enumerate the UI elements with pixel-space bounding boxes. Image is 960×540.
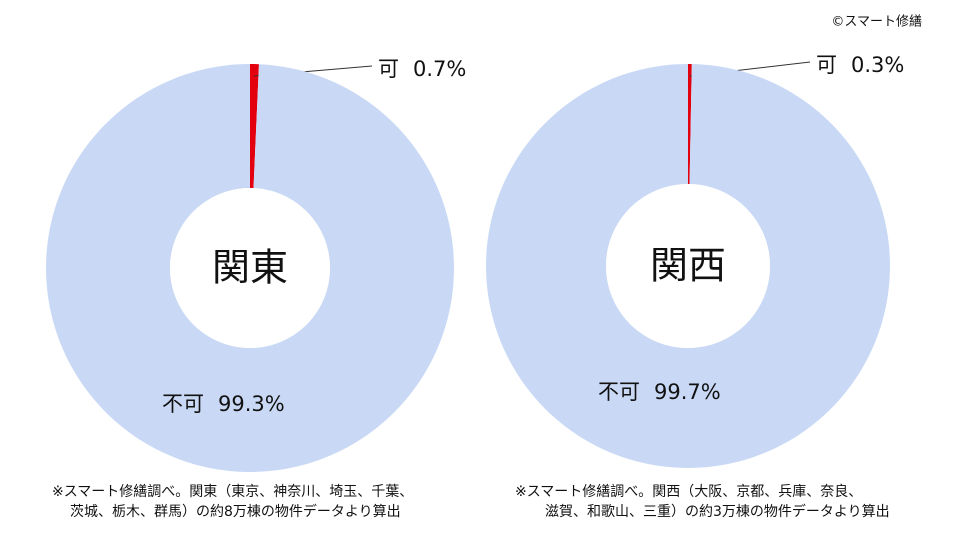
slice [486,64,891,468]
slice-label: 可 0.3% [816,53,904,77]
category-label: 不可 [162,392,204,416]
slice [45,64,454,472]
value-label: 99.3% [218,392,285,416]
slice-label: 可 0.7% [378,57,466,81]
donut-hole [170,188,330,348]
center-title: 関東 [212,246,288,290]
slice [688,64,692,185]
footnote: ※スマート修繕調べ。関西（大阪、京都、兵庫、奈良、 [515,483,862,500]
category-label: 可 [816,53,837,77]
slice [250,64,259,189]
footnote: 滋賀、和歌山、三重）の約3万棟の物件データより算出 [545,503,890,520]
category-label: 可 [378,57,399,81]
credit: ©スマート修繕 [831,14,922,30]
value-label: 0.3% [851,53,904,77]
footnote: 茨城、栃木、群馬）の約8万棟の物件データより算出 [70,503,401,520]
slice-label: 不可 99.3% [162,392,285,416]
donut-hole [606,184,770,348]
category-label: 不可 [598,380,640,404]
value-label: 0.7% [413,57,466,81]
center-title: 関西 [650,244,726,288]
slice-label: 不可 99.7% [598,380,721,404]
value-label: 99.7% [654,380,721,404]
footnote: ※スマート修繕調べ。関東（東京、神奈川、埼玉、千葉、 [52,484,413,500]
